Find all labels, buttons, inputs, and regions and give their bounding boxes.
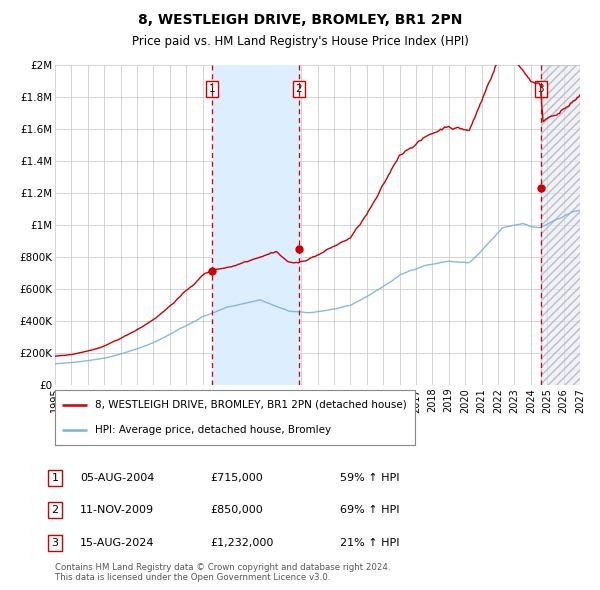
Text: Price paid vs. HM Land Registry's House Price Index (HPI): Price paid vs. HM Land Registry's House … — [131, 35, 469, 48]
Text: 15-AUG-2024: 15-AUG-2024 — [80, 538, 155, 548]
Text: 1: 1 — [52, 473, 58, 483]
Text: £1,232,000: £1,232,000 — [210, 538, 274, 548]
Text: 59% ↑ HPI: 59% ↑ HPI — [340, 473, 400, 483]
Bar — [541, 65, 580, 385]
Text: 3: 3 — [52, 538, 58, 548]
Text: 3: 3 — [538, 84, 544, 94]
Text: HPI: Average price, detached house, Bromley: HPI: Average price, detached house, Brom… — [95, 425, 331, 435]
Text: £715,000: £715,000 — [210, 473, 263, 483]
Text: 8, WESTLEIGH DRIVE, BROMLEY, BR1 2PN: 8, WESTLEIGH DRIVE, BROMLEY, BR1 2PN — [138, 13, 462, 27]
Text: 8, WESTLEIGH DRIVE, BROMLEY, BR1 2PN (detached house): 8, WESTLEIGH DRIVE, BROMLEY, BR1 2PN (de… — [95, 400, 406, 410]
Text: 21% ↑ HPI: 21% ↑ HPI — [340, 538, 400, 548]
Text: 05-AUG-2004: 05-AUG-2004 — [80, 473, 154, 483]
Bar — [541, 65, 580, 385]
Text: 11-NOV-2009: 11-NOV-2009 — [80, 505, 154, 515]
Text: 2: 2 — [52, 505, 59, 515]
Bar — [212, 65, 299, 385]
Text: 69% ↑ HPI: 69% ↑ HPI — [340, 505, 400, 515]
Text: £850,000: £850,000 — [210, 505, 263, 515]
Text: 2: 2 — [295, 84, 302, 94]
Text: 1: 1 — [209, 84, 215, 94]
Text: Contains HM Land Registry data © Crown copyright and database right 2024.
This d: Contains HM Land Registry data © Crown c… — [55, 563, 391, 582]
